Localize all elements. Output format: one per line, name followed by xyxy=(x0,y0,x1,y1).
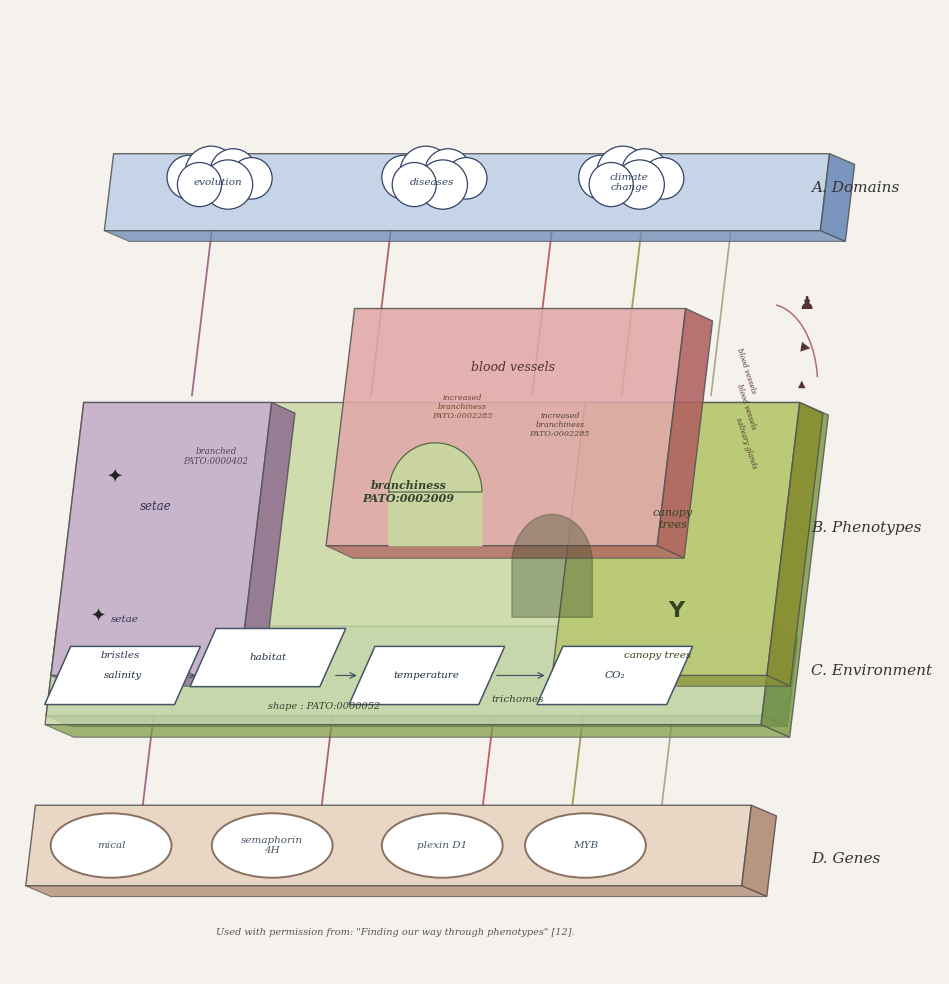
Polygon shape xyxy=(761,402,828,737)
Circle shape xyxy=(642,157,684,199)
Text: ✦: ✦ xyxy=(90,608,105,626)
Polygon shape xyxy=(104,230,846,241)
Text: diseases: diseases xyxy=(410,178,455,187)
Text: branchiness
PATO:0002009: branchiness PATO:0002009 xyxy=(363,480,455,504)
Polygon shape xyxy=(104,154,829,230)
Polygon shape xyxy=(190,629,345,687)
Text: temperature: temperature xyxy=(394,671,460,680)
Text: habitat: habitat xyxy=(250,653,287,662)
Text: branched
PATO:0000402: branched PATO:0000402 xyxy=(183,447,249,465)
Polygon shape xyxy=(326,546,684,558)
Circle shape xyxy=(381,155,426,200)
Text: ♟: ♟ xyxy=(798,294,814,313)
Polygon shape xyxy=(47,715,787,726)
Circle shape xyxy=(167,155,212,200)
Polygon shape xyxy=(512,515,592,617)
Text: increased
branchiness
PATO:0002285: increased branchiness PATO:0002285 xyxy=(432,394,493,420)
Text: MYB: MYB xyxy=(573,841,598,850)
Text: A. Domains: A. Domains xyxy=(811,181,900,195)
Text: evolution: evolution xyxy=(194,178,242,187)
Text: semaphorin
4H: semaphorin 4H xyxy=(241,835,304,855)
Text: setae: setae xyxy=(140,500,172,513)
Polygon shape xyxy=(742,805,776,896)
Text: setae: setae xyxy=(111,615,139,624)
Polygon shape xyxy=(552,402,800,675)
Text: C. Environment: C. Environment xyxy=(811,664,933,678)
Text: salinity: salinity xyxy=(103,671,141,680)
Circle shape xyxy=(622,149,668,196)
Circle shape xyxy=(419,160,468,210)
Text: ✦: ✦ xyxy=(106,466,122,485)
Ellipse shape xyxy=(50,814,172,878)
Circle shape xyxy=(445,157,487,199)
Circle shape xyxy=(231,157,272,199)
Text: shape : PATO:0000052: shape : PATO:0000052 xyxy=(268,702,381,710)
Polygon shape xyxy=(51,402,271,675)
Text: Used with permission from: "Finding our way through phenotypes" [12].: Used with permission from: "Finding our … xyxy=(215,928,574,937)
Ellipse shape xyxy=(525,814,646,878)
Text: increased
branchiness
PATO:0002285: increased branchiness PATO:0002285 xyxy=(530,411,590,438)
Text: ▶: ▶ xyxy=(800,339,811,353)
Text: salivary glands: salivary glands xyxy=(734,416,758,469)
Polygon shape xyxy=(45,402,800,724)
Circle shape xyxy=(400,147,452,198)
Polygon shape xyxy=(47,626,772,715)
Polygon shape xyxy=(51,675,262,686)
Ellipse shape xyxy=(381,814,503,878)
Circle shape xyxy=(392,162,437,207)
Text: canopy trees: canopy trees xyxy=(623,650,691,659)
Text: Y: Y xyxy=(669,601,685,621)
Polygon shape xyxy=(762,626,798,726)
Ellipse shape xyxy=(212,814,332,878)
Polygon shape xyxy=(326,309,686,546)
Text: ▲: ▲ xyxy=(797,379,805,389)
Circle shape xyxy=(203,160,252,210)
Circle shape xyxy=(424,149,472,196)
Text: climate
change: climate change xyxy=(610,173,649,192)
Text: bristles: bristles xyxy=(101,650,140,659)
Text: D. Genes: D. Genes xyxy=(811,852,881,866)
Circle shape xyxy=(185,147,237,198)
Text: blood vessels: blood vessels xyxy=(471,361,554,374)
Polygon shape xyxy=(658,309,713,558)
Circle shape xyxy=(579,155,623,200)
Circle shape xyxy=(177,162,221,207)
Polygon shape xyxy=(239,402,295,686)
Circle shape xyxy=(589,162,633,207)
Text: plexin D1: plexin D1 xyxy=(418,841,467,850)
Text: mical: mical xyxy=(97,841,125,850)
Circle shape xyxy=(615,160,664,210)
Polygon shape xyxy=(45,724,790,737)
Polygon shape xyxy=(552,675,791,686)
Text: trichomes: trichomes xyxy=(492,696,544,705)
Polygon shape xyxy=(537,646,693,705)
Polygon shape xyxy=(26,805,752,886)
Polygon shape xyxy=(389,443,482,546)
Polygon shape xyxy=(45,646,200,705)
Text: CO₂: CO₂ xyxy=(605,671,625,680)
Text: blood vessels: blood vessels xyxy=(735,383,757,431)
Text: canopy
trees: canopy trees xyxy=(653,508,693,529)
Text: blood vessels: blood vessels xyxy=(735,347,757,395)
Circle shape xyxy=(597,147,649,198)
Polygon shape xyxy=(26,886,767,896)
Polygon shape xyxy=(767,402,823,686)
Text: B. Phenotypes: B. Phenotypes xyxy=(811,521,921,534)
Polygon shape xyxy=(349,646,505,705)
Circle shape xyxy=(210,149,256,196)
Polygon shape xyxy=(820,154,855,241)
